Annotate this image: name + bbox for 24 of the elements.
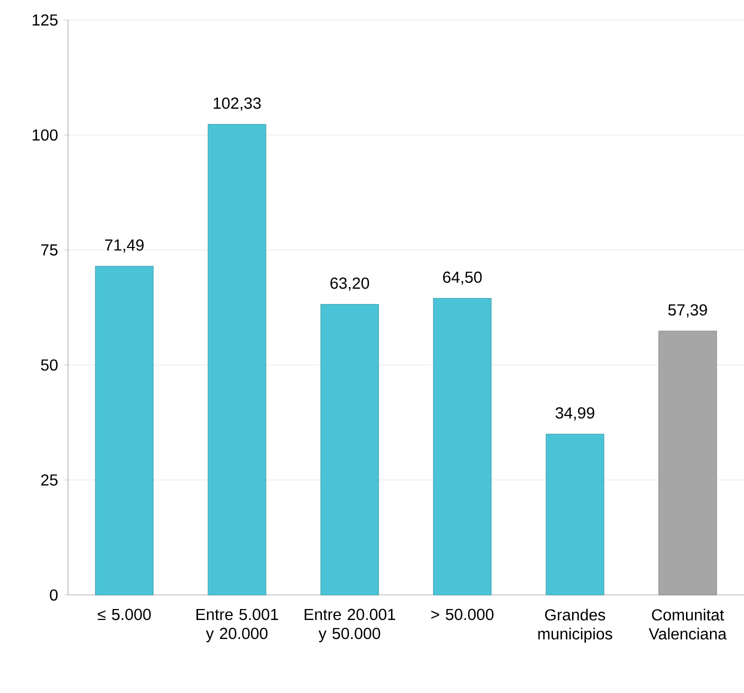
y-tick-label: 100 bbox=[32, 129, 58, 141]
data-label: 64,50 bbox=[443, 272, 482, 285]
bar bbox=[658, 330, 717, 596]
x-tick-label: Entre 20.001 y 50.000 bbox=[304, 608, 396, 642]
x-tick-label: ≤ 5.000 bbox=[98, 608, 151, 620]
data-label: 57,39 bbox=[668, 304, 707, 318]
y-tick-label: 75 bbox=[41, 244, 58, 256]
bar bbox=[433, 298, 492, 596]
x-tick-label: Grandes municipios bbox=[538, 608, 612, 643]
data-label: 71,49 bbox=[105, 239, 144, 253]
y-tick-label: 125 bbox=[32, 14, 58, 26]
y-tick-label: 0 bbox=[50, 589, 58, 601]
bar bbox=[320, 304, 379, 596]
bar bbox=[546, 434, 604, 596]
data-label: 102,33 bbox=[214, 98, 261, 111]
data-label: 34,99 bbox=[556, 407, 594, 420]
x-tick-label: Entre 5.001 y 20.000 bbox=[196, 608, 278, 642]
data-label: 63,20 bbox=[330, 278, 370, 291]
bar bbox=[208, 124, 266, 596]
x-tick-label: Comunitat Valenciana bbox=[648, 608, 727, 640]
y-tick-label: 50 bbox=[41, 359, 58, 371]
bar bbox=[95, 266, 154, 596]
x-tick-label: > 50.000 bbox=[431, 608, 494, 620]
y-tick-label: 25 bbox=[41, 474, 58, 486]
